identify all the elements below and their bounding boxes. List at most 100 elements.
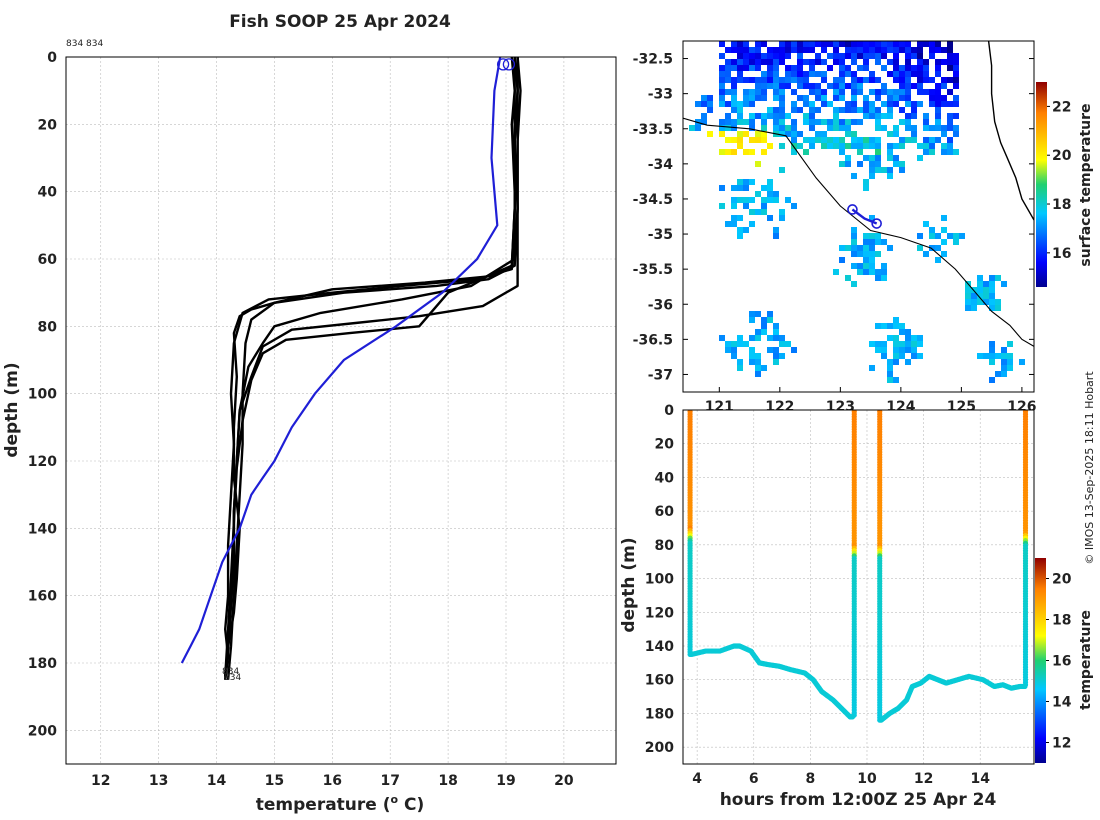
sst-pixel	[743, 197, 749, 203]
sst-pixel	[923, 65, 929, 71]
sst-pixel	[749, 53, 755, 59]
sst-pixel	[737, 185, 743, 191]
sst-pixel	[1001, 371, 1007, 377]
sst-pixel	[905, 95, 911, 101]
sst-pixel	[749, 95, 755, 101]
sst-pixel	[887, 359, 893, 365]
sst-pixel	[725, 71, 731, 77]
sst-pixel	[887, 335, 893, 341]
sst-pixel	[929, 95, 935, 101]
sst-pixel	[719, 41, 725, 47]
sst-pixel	[851, 173, 857, 179]
sst-pixel	[839, 143, 845, 149]
sst-pixel	[791, 203, 797, 209]
sst-pixel	[773, 359, 779, 365]
sst-pixel	[797, 83, 803, 89]
map-colorbar-tick-label: 16	[1052, 246, 1071, 262]
sst-pixel	[731, 353, 737, 359]
sst-pixel	[743, 77, 749, 83]
map-colorbar-tick-label: 20	[1052, 148, 1072, 164]
sst-pixel	[815, 59, 821, 65]
sst-pixel	[899, 161, 905, 167]
sst-pixel	[749, 347, 755, 353]
sst-pixel	[911, 131, 917, 137]
sst-pixel	[839, 71, 845, 77]
sst-pixel	[887, 59, 893, 65]
sst-pixel	[755, 359, 761, 365]
sst-pixel	[773, 329, 779, 335]
sst-pixel	[845, 41, 851, 47]
sst-pixel	[935, 95, 941, 101]
section-x-ticks: 4 6 8 10 12 14	[692, 771, 990, 787]
sst-pixel	[785, 41, 791, 47]
sst-pixel	[863, 77, 869, 83]
sst-pixel	[875, 125, 881, 131]
sst-pixel	[851, 71, 857, 77]
sst-pixel	[851, 107, 857, 113]
sst-pixel	[761, 323, 767, 329]
sst-pixel	[989, 359, 995, 365]
sst-pixel	[947, 113, 953, 119]
sst-pixel	[893, 71, 899, 77]
sst-pixel	[869, 47, 875, 53]
sst-pixel	[755, 53, 761, 59]
sst-pixel	[929, 137, 935, 143]
sst-pixel	[911, 65, 917, 71]
sst-pixel	[737, 71, 743, 77]
sst-pixel	[923, 113, 929, 119]
profile-y-tick-label: 200	[28, 723, 57, 739]
sst-pixel	[953, 95, 959, 101]
sst-pixel	[857, 161, 863, 167]
sst-pixel	[761, 113, 767, 119]
section-x-tick-label: 6	[749, 771, 759, 787]
sst-pixel	[893, 131, 899, 137]
section-y-tick-label: 200	[645, 740, 674, 756]
profile-x-tick-label: 13	[149, 773, 168, 789]
sst-pixel	[965, 305, 971, 311]
sst-pixel	[791, 143, 797, 149]
sst-pixel	[791, 119, 797, 125]
sst-pixel	[935, 41, 941, 47]
sst-pixel	[803, 113, 809, 119]
sst-pixel	[989, 347, 995, 353]
sst-pixel	[947, 233, 953, 239]
sst-pixel	[749, 59, 755, 65]
profile-y-label: depth (m)	[2, 362, 22, 457]
sst-pixel	[743, 47, 749, 53]
sst-pixel	[857, 77, 863, 83]
sst-pixel	[791, 125, 797, 131]
sst-pixel	[779, 101, 785, 107]
sst-pixel	[791, 137, 797, 143]
sst-pixel	[899, 341, 905, 347]
sst-pixel	[755, 353, 761, 359]
sst-pixel	[1007, 353, 1013, 359]
sst-pixel	[797, 77, 803, 83]
map-y-tick-label: -33.5	[633, 122, 673, 138]
sst-pixel	[929, 245, 935, 251]
sst-pixel	[785, 125, 791, 131]
sst-pixel	[863, 59, 869, 65]
sst-pixel	[767, 65, 773, 71]
sst-pixel	[869, 143, 875, 149]
sst-pixel	[905, 47, 911, 53]
sst-pixel	[905, 125, 911, 131]
sst-pixel	[731, 95, 737, 101]
sst-pixel	[905, 59, 911, 65]
sst-pixel	[869, 89, 875, 95]
sst-pixel	[899, 41, 905, 47]
sst-pixel	[833, 53, 839, 59]
sst-pixel	[761, 197, 767, 203]
sst-pixel	[809, 65, 815, 71]
sst-pixel	[953, 83, 959, 89]
sst-pixel	[911, 335, 917, 341]
sst-pixel	[899, 65, 905, 71]
sst-pixel	[875, 167, 881, 173]
sst-pixel	[791, 71, 797, 77]
map-panel: 121 122 123 124 125 126 -32.5-33-33.5-34-34.5…	[633, 40, 1094, 415]
sst-pixel	[851, 137, 857, 143]
sst-pixel	[761, 131, 767, 137]
sst-pixel	[731, 341, 737, 347]
sst-pixel	[875, 95, 881, 101]
section-colorbar-tick-label: 16	[1052, 654, 1071, 670]
sst-pixel	[731, 77, 737, 83]
